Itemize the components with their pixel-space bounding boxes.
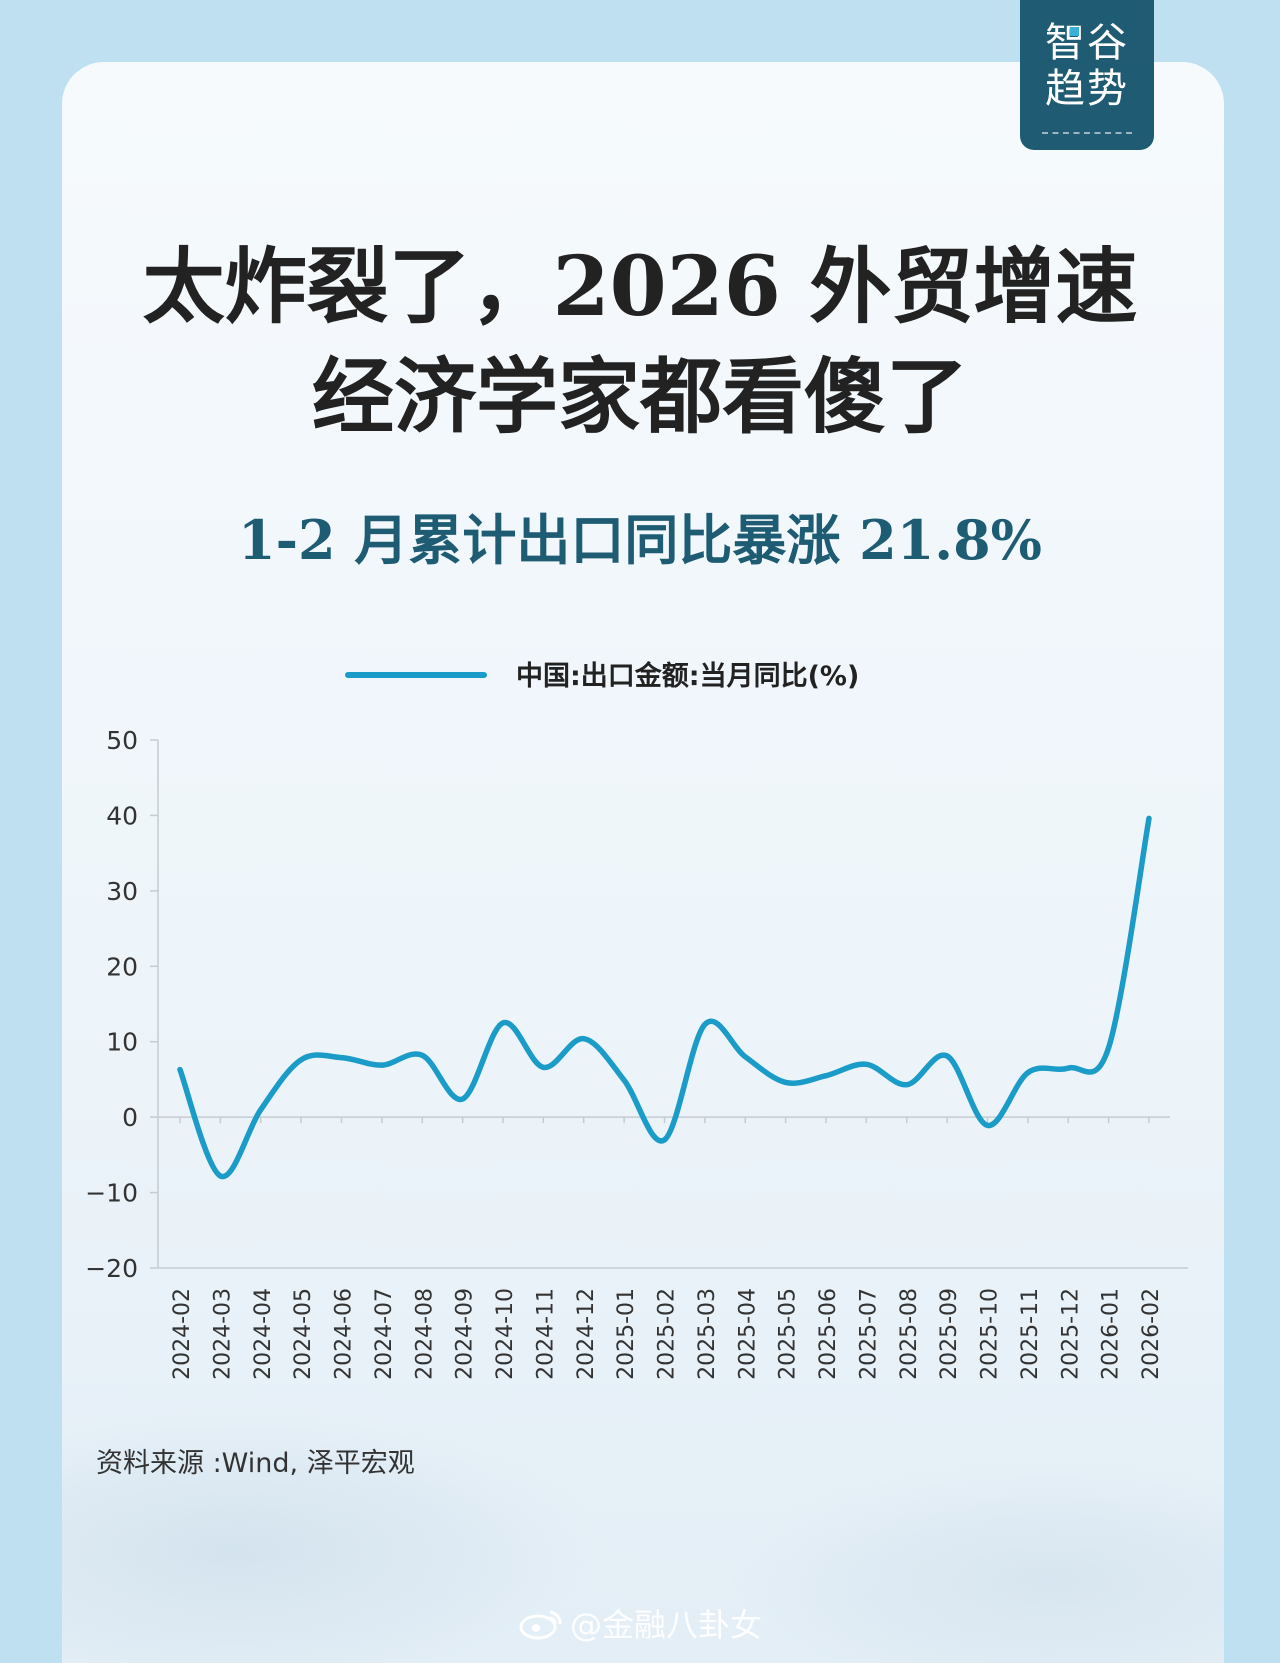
data-point xyxy=(500,1020,506,1026)
data-point xyxy=(581,1036,587,1042)
x-tick-label: 2024-11 xyxy=(533,1288,558,1380)
x-tick-label: 2025-02 xyxy=(655,1288,680,1380)
brand-divider xyxy=(1042,132,1132,134)
x-tick-label: 2024-05 xyxy=(291,1288,316,1380)
data-point xyxy=(1106,1045,1112,1051)
data-point xyxy=(338,1055,345,1061)
chart-axes xyxy=(157,740,1188,1269)
x-tick-label: 2025-01 xyxy=(614,1288,639,1380)
data-point xyxy=(258,1107,264,1113)
brand-line-2: 趋势 xyxy=(1045,66,1129,112)
data-point xyxy=(177,1067,183,1073)
y-tick-label: 10 xyxy=(106,1028,138,1057)
chart-series xyxy=(177,815,1152,1180)
data-point xyxy=(904,1082,910,1088)
watermark: @金融八卦女 xyxy=(0,1600,1280,1646)
export-yoy-line-chart: 中国:出口金额:当月同比(%) 50 40 30 20 10 0 −10 −20 2024-0… xyxy=(85,660,1188,1380)
data-point xyxy=(540,1064,547,1070)
x-tick-label: 2024-09 xyxy=(453,1288,478,1380)
weibo-icon xyxy=(519,1610,562,1640)
source-note: 资料来源 :Wind, 泽平宏观 xyxy=(96,1448,415,1479)
x-tick-label: 2024-08 xyxy=(412,1288,437,1380)
data-point xyxy=(217,1173,223,1179)
brand-logo: 智谷 趋势 xyxy=(1020,0,1154,150)
y-tick-label: −20 xyxy=(85,1254,138,1283)
x-tick-label: 2024-12 xyxy=(574,1288,599,1380)
brand-line-1: 智谷 xyxy=(1045,20,1129,66)
y-tick-label: 20 xyxy=(106,952,138,981)
y-tick-label: 30 xyxy=(106,877,138,906)
x-tick-label: 2024-10 xyxy=(493,1288,518,1380)
data-point xyxy=(783,1079,789,1085)
data-point xyxy=(419,1052,425,1058)
x-tick-label: 2025-11 xyxy=(1018,1288,1043,1380)
x-tick-label: 2025-08 xyxy=(897,1288,922,1380)
y-tick-label: −10 xyxy=(85,1179,138,1208)
watermark-text: @金融八卦女 xyxy=(569,1606,762,1644)
x-tick-label: 2025-09 xyxy=(937,1288,962,1380)
x-tick-label: 2025-12 xyxy=(1058,1288,1083,1380)
x-tick-label: 2025-10 xyxy=(978,1288,1003,1380)
y-tick-label: 0 xyxy=(122,1103,138,1132)
x-tick-label: 2025-06 xyxy=(816,1288,841,1380)
data-point xyxy=(1065,1065,1071,1071)
x-tick-label: 2025-03 xyxy=(695,1288,720,1380)
x-tick-label: 2024-02 xyxy=(170,1288,195,1380)
headline-line-2: 经济学家都看傻了 xyxy=(311,349,968,445)
data-point xyxy=(863,1061,870,1067)
data-point xyxy=(460,1096,466,1102)
x-tick-label: 2026-01 xyxy=(1099,1288,1124,1380)
data-point xyxy=(661,1137,668,1143)
x-tick-label: 2024-07 xyxy=(372,1288,397,1380)
data-point xyxy=(944,1053,950,1059)
chart-legend: 中国:出口金额:当月同比(%) xyxy=(345,660,859,692)
data-point xyxy=(621,1077,627,1083)
data-point xyxy=(298,1057,304,1063)
data-point xyxy=(702,1021,708,1027)
x-tick-label: 2024-03 xyxy=(210,1288,235,1380)
legend-label: 中国:出口金额:当月同比(%) xyxy=(516,660,859,692)
y-axis-ticks: 50 40 30 20 10 0 −10 −20 xyxy=(85,726,158,1283)
y-tick-label: 40 xyxy=(106,801,138,830)
data-point xyxy=(1025,1070,1031,1076)
data-point xyxy=(823,1073,829,1079)
headline-line-1: 太炸裂了，2026 外贸增速 xyxy=(142,239,1138,335)
data-point xyxy=(379,1062,385,1068)
x-tick-label: 2025-05 xyxy=(776,1288,801,1380)
x-tick-label: 2024-04 xyxy=(251,1288,276,1380)
subheadline: 1-2 月累计出口同比暴涨 21.8% xyxy=(238,508,1042,572)
data-point xyxy=(742,1054,748,1060)
y-tick-label: 50 xyxy=(106,726,138,755)
x-tick-label: 2025-04 xyxy=(735,1288,760,1380)
x-tick-label: 2025-07 xyxy=(856,1288,881,1380)
x-axis-ticks: 2024-02 2024-03 2024-04 2024-05 2024-06 2024-… xyxy=(170,1117,1164,1380)
x-tick-label: 2026-02 xyxy=(1139,1288,1164,1380)
data-point xyxy=(1146,815,1152,822)
data-point xyxy=(984,1122,991,1128)
x-tick-label: 2024-06 xyxy=(332,1288,357,1380)
brand-square-icon xyxy=(1070,27,1079,36)
